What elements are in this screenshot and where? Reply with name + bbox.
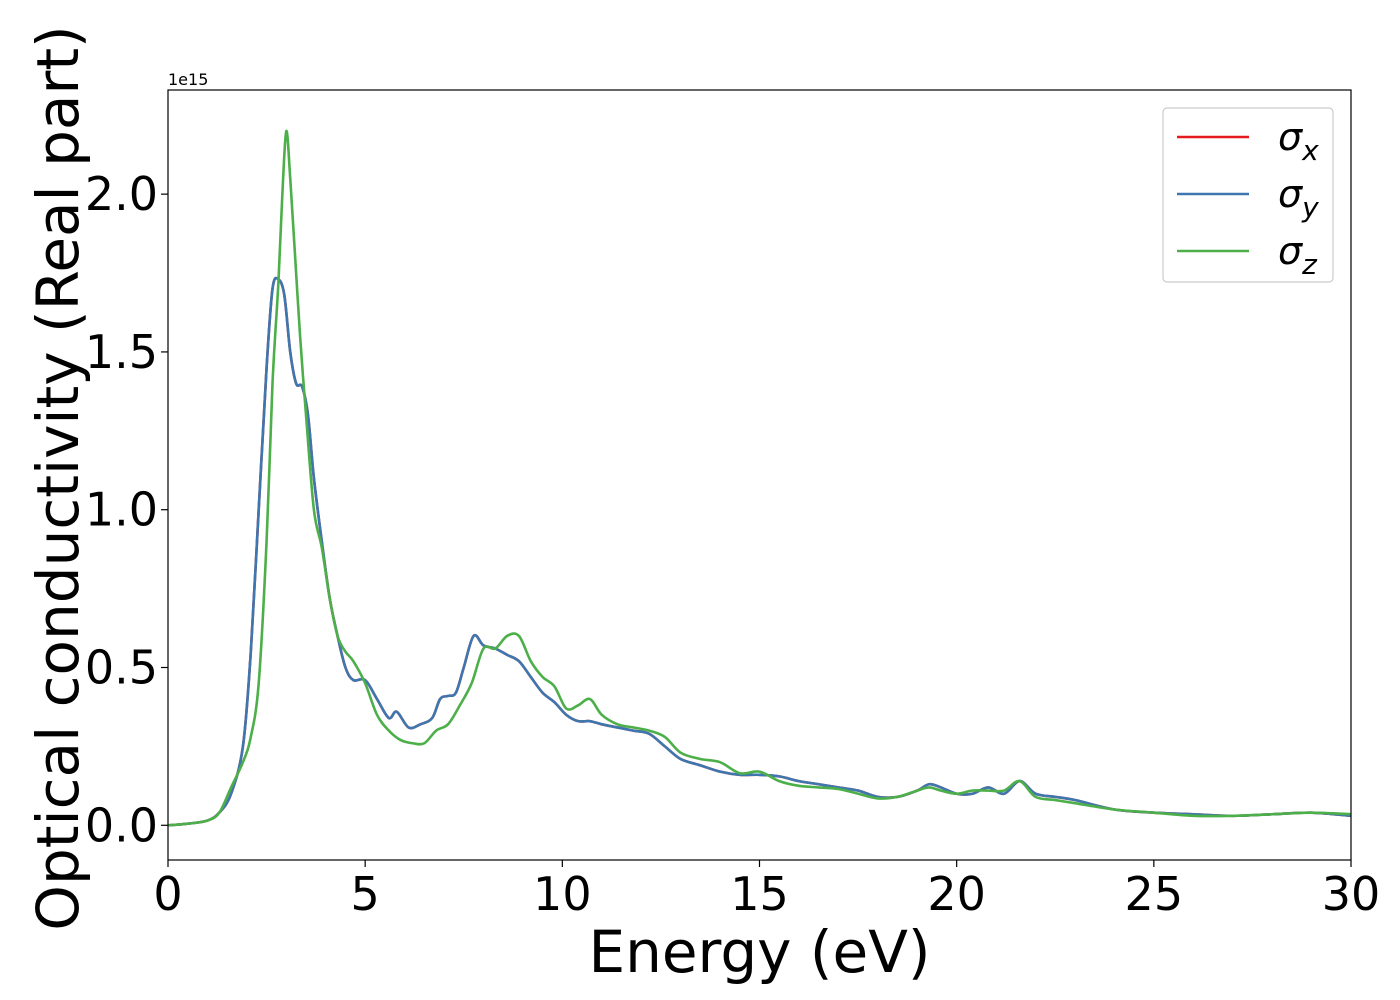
y-axis-offset-text: 1e15 — [168, 70, 208, 89]
legend-label: σy — [1278, 172, 1319, 224]
x-tick-label: 30 — [1322, 867, 1381, 921]
x-tick-label: 0 — [153, 867, 182, 921]
x-axis-label: Energy (eV) — [588, 918, 930, 986]
legend-label-subscript: y — [1301, 191, 1319, 224]
y-tick-label: 0.5 — [85, 641, 158, 695]
legend-label: σz — [1278, 229, 1318, 281]
y-tick-label: 1.5 — [85, 325, 158, 379]
x-tick-label: 10 — [533, 867, 592, 921]
legend-item-z: σz — [1177, 229, 1318, 281]
legend-item-x: σx — [1177, 115, 1319, 167]
x-axis-ticks: 0 5 10 15 20 25 30 — [153, 860, 1380, 921]
legend-label-base: σ — [1278, 229, 1304, 273]
y-axis-ticks: 0.0 0.5 1.0 1.5 2.0 — [85, 167, 168, 852]
legend-label: σx — [1278, 115, 1319, 167]
x-tick-label: 20 — [927, 867, 986, 921]
legend-label-subscript: z — [1301, 248, 1318, 281]
legend-item-y: σy — [1177, 172, 1319, 224]
legend-label-base: σ — [1278, 115, 1304, 159]
series-line-x — [167, 276, 1352, 827]
x-tick-label: 15 — [730, 867, 789, 921]
x-tick-label: 5 — [351, 867, 380, 921]
series-layer — [167, 129, 1352, 827]
y-axis-label: Optical conductivity (Real part) — [24, 25, 92, 930]
y-tick-label: 2.0 — [85, 167, 158, 221]
legend-label-base: σ — [1278, 172, 1304, 216]
series-line-z — [167, 129, 1352, 827]
y-tick-label: 0.0 — [85, 798, 158, 852]
x-tick-label: 25 — [1125, 867, 1184, 921]
legend-label-subscript: x — [1301, 134, 1319, 167]
y-tick-label: 1.0 — [85, 483, 158, 537]
series-line-y — [167, 276, 1352, 827]
